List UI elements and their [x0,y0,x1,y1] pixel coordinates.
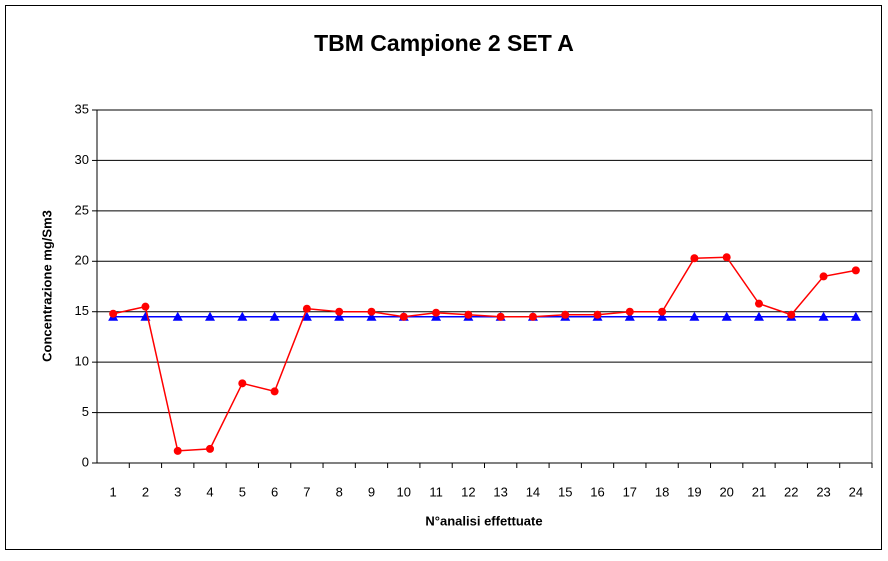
marker [206,444,215,453]
x-tick-label: 24 [849,484,863,499]
x-tick-label: 15 [558,484,572,499]
marker [172,311,183,321]
marker [561,310,570,319]
x-tick-label: 18 [655,484,669,499]
marker [367,307,376,316]
marker [109,309,118,318]
x-tick-label: 7 [303,484,310,499]
marker [624,311,635,321]
chart-title: TBM Campione 2 SET A [314,30,574,56]
marker [237,311,248,321]
plot-area [96,109,873,464]
marker [270,387,279,396]
x-tick-label: 4 [206,484,213,499]
marker [851,266,860,275]
marker [302,304,311,313]
x-tick-label: 1 [110,484,117,499]
marker [528,312,537,321]
marker [366,311,377,321]
x-tick-label: 19 [687,484,701,499]
x-tick-label: 12 [461,484,475,499]
marker [205,311,216,321]
x-tick-label: 13 [493,484,507,499]
marker [657,311,668,321]
marker [399,312,408,321]
x-tick-label: 11 [429,484,443,499]
marker [335,307,344,316]
x-tick-label: 9 [368,484,375,499]
y-axis-label: Concentrazione mg/Sm3 [39,210,54,362]
marker [464,310,473,319]
marker [753,311,764,321]
y-tick-label: 30 [75,152,89,167]
marker [658,307,667,316]
marker [173,446,182,455]
marker [238,379,247,388]
x-tick-label: 6 [271,484,278,499]
y-tick-label: 35 [75,101,89,116]
x-tick-label: 17 [623,484,637,499]
marker [301,311,312,321]
y-tick-label: 5 [82,404,89,419]
x-tick-label: 23 [816,484,830,499]
marker [593,310,602,319]
y-tick-label: 0 [82,454,89,469]
marker [141,302,150,311]
x-tick-label: 21 [752,484,766,499]
marker [722,253,731,262]
marker [625,307,634,316]
x-tick-label: 8 [336,484,343,499]
x-tick-label: 5 [239,484,246,499]
x-tick-label: 10 [397,484,411,499]
marker [818,311,829,321]
x-axis-label: N°analisi effettuate [425,513,542,528]
marker [819,272,828,281]
marker [334,311,345,321]
series-line [112,256,856,452]
marker [269,311,280,321]
x-tick-label: 22 [784,484,798,499]
x-tick-label: 20 [719,484,733,499]
marker [496,312,505,321]
marker [721,311,732,321]
x-tick-label: 14 [526,484,540,499]
marker [754,299,763,308]
marker [690,254,699,263]
marker [689,311,700,321]
y-tick-label: 15 [75,303,89,318]
x-tick-label: 3 [174,484,181,499]
x-tick-label: 16 [590,484,604,499]
marker [787,310,796,319]
x-tick-label: 2 [142,484,149,499]
y-tick-label: 20 [75,253,89,268]
marker [432,308,441,317]
y-tick-label: 25 [75,202,89,217]
marker [850,311,861,321]
y-tick-label: 10 [75,354,89,369]
